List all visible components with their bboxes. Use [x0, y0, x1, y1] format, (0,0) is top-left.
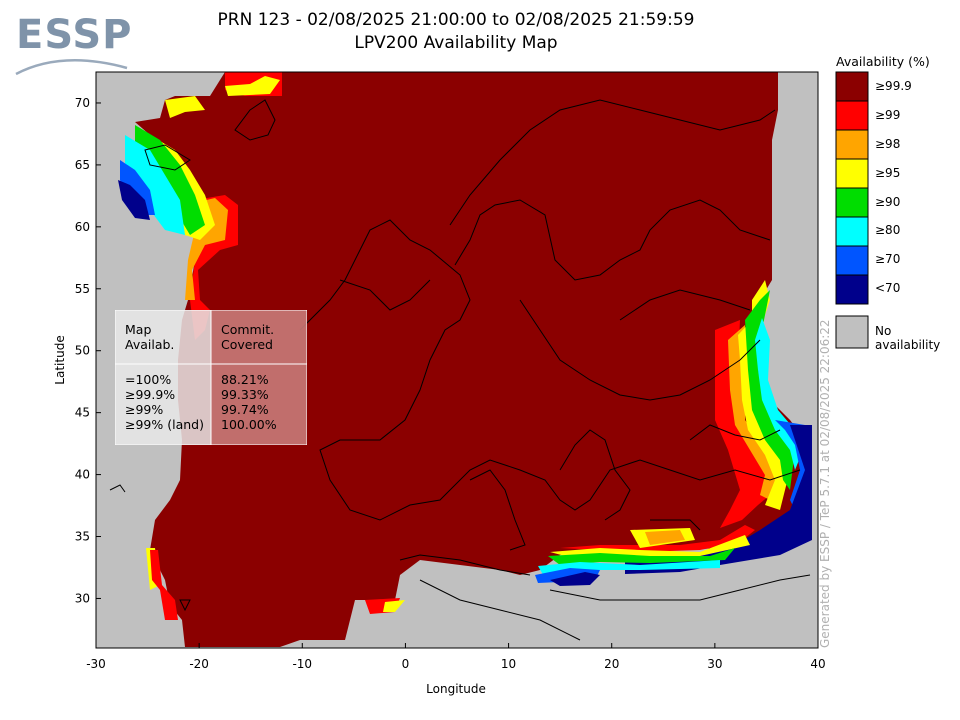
band-south-darkblue: [550, 572, 600, 586]
logo-text: ESSP: [16, 12, 133, 58]
legend-label: ≥70: [875, 252, 901, 266]
legend-swatch: [835, 71, 869, 102]
legend-label: ≥99.9: [875, 79, 912, 93]
band-green-west: [135, 125, 205, 235]
y-tick-label: 70: [75, 96, 90, 110]
legend-label: ≥80: [875, 223, 901, 237]
stats-levels: =100% ≥99.9% ≥99% ≥99% (land): [125, 372, 204, 432]
y-tick-label: 45: [75, 406, 90, 420]
legend-swatch: [835, 100, 869, 131]
band-crete-orange: [645, 530, 685, 545]
band-africa-yellow: [383, 600, 405, 612]
band-south-cyan: [538, 560, 720, 578]
x-tick-label: 10: [501, 657, 516, 671]
legend-label: ≥98: [875, 137, 901, 151]
band-north-yellow: [165, 96, 205, 118]
band-cyan-west: [125, 135, 185, 235]
y-tick-label: 50: [75, 344, 90, 358]
legend-swatch: [835, 216, 869, 247]
legend-swatch: [835, 245, 869, 276]
legend-no-availability-swatch: [835, 315, 869, 349]
y-tick-label: 40: [75, 468, 90, 482]
stats-value: 99.74%: [221, 402, 269, 417]
y-tick-label: 35: [75, 530, 90, 544]
plot-frame: [95, 71, 819, 649]
essp-logo: ESSP: [12, 10, 142, 80]
region-high-availability: [135, 72, 805, 647]
legend-label: ≥99: [875, 108, 901, 122]
map-title: PRN 123 - 02/08/2025 21:00:00 to 02/08/2…: [217, 10, 695, 30]
band-north-yellow2: [225, 76, 280, 96]
stats-value: 88.21%: [221, 372, 269, 387]
coastlines: [109, 99, 811, 641]
x-tick-label: 20: [604, 657, 619, 671]
legend-title: Availability (%): [836, 54, 930, 69]
x-tick-label: -20: [189, 657, 209, 671]
stats-level: ≥99%: [125, 402, 164, 417]
y-axis-ticks: 70 65 60 55 50 45 40 35 30: [75, 96, 101, 605]
legend-swatch: [835, 158, 869, 189]
x-tick-label: -30: [86, 657, 106, 671]
legend-color-scale: [835, 71, 869, 305]
x-tick-label: -10: [292, 657, 312, 671]
legend-label: <70: [875, 281, 901, 295]
y-tick-label: 60: [75, 220, 90, 234]
stats-value: 100.00%: [221, 417, 277, 432]
legend-no-availability-label: No availability: [875, 324, 941, 352]
stats-level: =100%: [125, 372, 172, 387]
legend-label: ≥95: [875, 166, 901, 180]
x-axis-label: Longitude: [426, 682, 486, 696]
stats-level: ≥99.9%: [125, 387, 176, 402]
y-axis-label: Latitude: [53, 335, 67, 384]
legend-swatch: [835, 129, 869, 160]
y-tick-label: 30: [75, 591, 90, 605]
stats-table: Map Availab. Commit. Covered =100% ≥99.9…: [115, 310, 307, 445]
stats-header-right: Commit. Covered: [221, 322, 275, 352]
stats-level: ≥99% (land): [125, 417, 204, 432]
band-sw-red: [150, 550, 178, 620]
band-south-green: [548, 548, 735, 565]
legend-label: ≥90: [875, 195, 901, 209]
generation-credit: Generated by ESSP / TeP 5.7.1 at 02/08/2…: [818, 319, 832, 648]
band-south-red: [560, 525, 755, 552]
band-blue-west: [120, 160, 155, 215]
band-darkblue-east: [625, 425, 812, 574]
stats-values: 88.21% 99.33% 99.74% 100.00%: [221, 372, 277, 432]
band-darkblue-west: [118, 180, 150, 220]
y-tick-label: 55: [75, 282, 90, 296]
logo-swoosh-icon: [15, 59, 128, 76]
x-axis-ticks: -30 -20 -10 0 10 20 30 40: [86, 643, 826, 671]
stats-value: 99.33%: [221, 387, 269, 402]
map-subtitle: LPV200 Availability Map: [354, 33, 558, 53]
x-tick-label: 30: [707, 657, 722, 671]
legend-swatch: [835, 187, 869, 218]
stats-header-left: Map Availab.: [125, 322, 175, 352]
x-tick-label: 0: [402, 657, 410, 671]
y-tick-label: 65: [75, 158, 90, 172]
x-tick-label: 40: [810, 657, 825, 671]
legend-swatch: [835, 274, 869, 305]
